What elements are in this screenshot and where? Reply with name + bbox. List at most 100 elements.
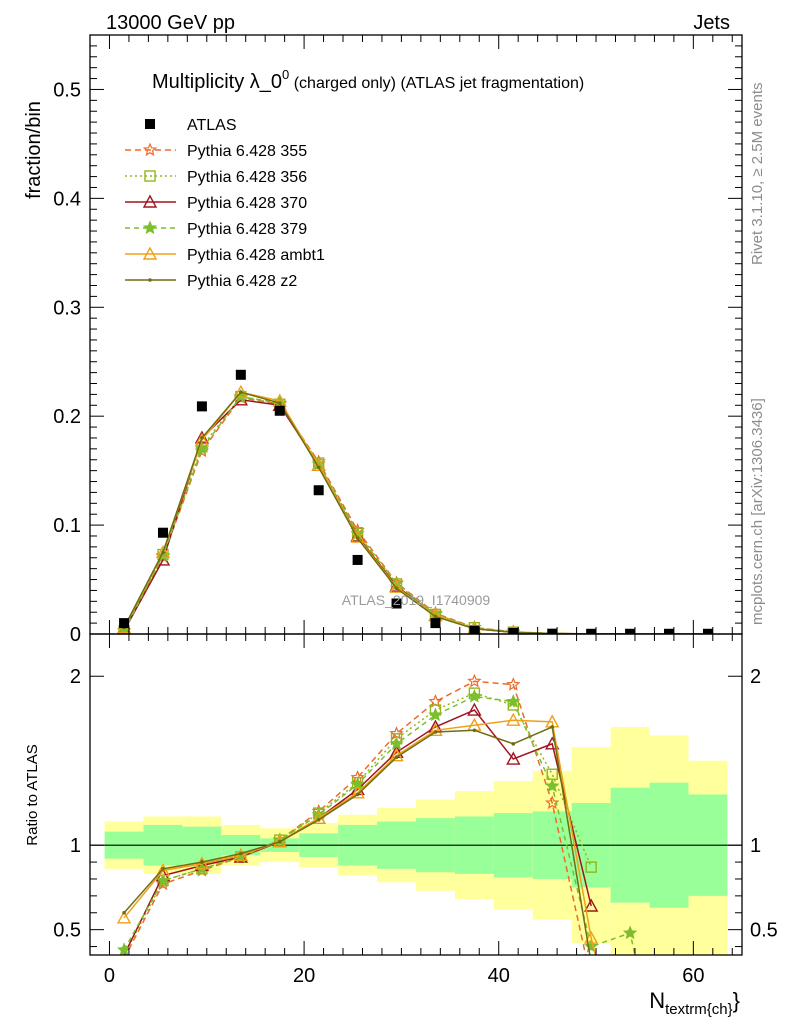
atlas-data-point [391, 598, 402, 609]
legend-atlas-label: ATLAS [187, 117, 237, 134]
star-marker [428, 707, 443, 722]
plot-title-rest: (charged only) (ATLAS jet fragmentation) [289, 75, 584, 92]
plot-title-main: Multiplicity λ_0 [152, 71, 282, 93]
ratio-series-line [122, 725, 591, 955]
ratio-tick-label: 2 [70, 666, 81, 688]
triangle-marker [506, 751, 521, 765]
triangle-marker [583, 898, 599, 912]
triangle-marker [233, 384, 249, 398]
series-line-path [123, 395, 708, 634]
dot-marker [122, 910, 126, 915]
ratio-plot-panel: 0 20 40 60 0.5 0.5 1 1 2 2 [53, 35, 778, 987]
x-tick-label: 0 [104, 965, 115, 987]
legend-atlas-marker [145, 119, 155, 129]
legend-series-label: Pythia 6.428 370 [187, 195, 307, 212]
triangle-marker [506, 712, 521, 726]
x-axis-label-close: } [733, 988, 740, 1013]
triangle-marker [428, 722, 443, 736]
ratio-tick-label: 0.5 [53, 920, 81, 942]
atlas-data-point [469, 625, 480, 634]
dot-marker [316, 818, 321, 822]
atlas-data-point [430, 618, 441, 629]
ratio-tick-label-right: 2 [750, 666, 761, 688]
y-tick-label: 0.5 [53, 79, 81, 101]
atlas-data-point [664, 628, 675, 634]
dot-marker [316, 465, 321, 470]
y-axis-ticks: 0 0.1 0.2 0.3 0.4 0.5 [53, 34, 742, 646]
x-axis-label-main: N [649, 988, 665, 1013]
atlas-data-points [119, 369, 713, 634]
atlas-data-point [352, 554, 363, 565]
y-tick-label: 0.4 [53, 188, 81, 210]
legend: ATLAS Pythia 6.428 355 Pythia 6.428 356 Pyt… [125, 117, 325, 290]
star-marker [467, 673, 482, 688]
legend-series-label: Pythia 6.428 379 [187, 221, 307, 238]
y-tick-label: 0.1 [53, 515, 81, 537]
dot-marker [394, 586, 399, 591]
atlas-data-point [508, 627, 519, 634]
ratio-tick-label: 1 [70, 835, 81, 857]
ratio-axis-ticks: 0.5 0.5 1 1 2 2 [53, 666, 778, 948]
atlas-data-point [235, 369, 246, 380]
plot-title-superscript: 0 [282, 67, 289, 82]
triangle-marker [389, 579, 404, 593]
atlas-data-point [157, 527, 168, 538]
dot-marker [355, 536, 360, 540]
header-jets-label: Jets [693, 12, 730, 34]
triangle-marker [142, 194, 158, 208]
star-marker [506, 694, 521, 708]
star-marker [142, 220, 158, 235]
dot-marker [200, 860, 204, 864]
y-tick-label: 0 [70, 624, 81, 646]
legend-series-label: Pythia 6.428 355 [187, 143, 307, 160]
dot-marker [433, 730, 438, 734]
triangle-marker [194, 432, 210, 446]
dot-marker [161, 550, 165, 555]
dot-marker [239, 851, 243, 856]
star-marker [428, 694, 443, 708]
dot-marker [200, 436, 204, 440]
legend-series-label: Pythia 6.428 ambt1 [187, 247, 325, 264]
ratio-plot-frame [89, 633, 743, 956]
star-marker [389, 736, 404, 751]
atlas-data-point [586, 628, 597, 634]
rivet-version-label: Rivet 3.1.10, ≥ 2.5M events [749, 83, 766, 266]
star-marker [116, 942, 132, 955]
x-axis-label: Ntextrm{ch}} [649, 988, 740, 1018]
star-marker [194, 441, 210, 455]
atlas-data-point [547, 628, 558, 634]
analysis-watermark: ATLAS_2019_I1740909 [342, 592, 491, 608]
triangle-marker [583, 930, 599, 944]
triangle-marker [116, 910, 132, 924]
dot-marker [472, 728, 477, 733]
dot-marker [355, 792, 360, 797]
dot-marker [511, 742, 516, 746]
dot-marker [277, 840, 282, 844]
star-marker [142, 142, 158, 157]
x-tick-label: 20 [293, 965, 315, 987]
star-marker [155, 873, 171, 887]
atlas-data-point [625, 628, 636, 634]
ratio-series-curves [116, 673, 638, 955]
dot-marker [148, 278, 152, 282]
dot-marker [550, 725, 555, 729]
atlas-data-point [313, 485, 324, 496]
star-marker [622, 925, 638, 940]
x-tick-label: 40 [488, 965, 510, 987]
ratio-axis-label: Ratio to ATLAS [24, 744, 41, 845]
atlas-data-point [196, 401, 207, 412]
square-marker [585, 861, 597, 873]
header-energy-label: 13000 GeV pp [106, 12, 235, 34]
ratio-series-line [116, 688, 638, 955]
triangle-marker [311, 457, 326, 471]
triangle-marker [350, 529, 365, 543]
legend-series-label: Pythia 6.428 356 [187, 169, 307, 186]
atlas-data-point [274, 405, 285, 416]
y-axis-label: fraction/bin [23, 101, 45, 199]
dot-marker [394, 755, 399, 760]
y-tick-label: 0.3 [53, 297, 81, 319]
triangle-marker [142, 246, 158, 260]
dot-marker [161, 867, 165, 871]
x-axis-ticks: 0 20 40 60 [89, 35, 733, 987]
